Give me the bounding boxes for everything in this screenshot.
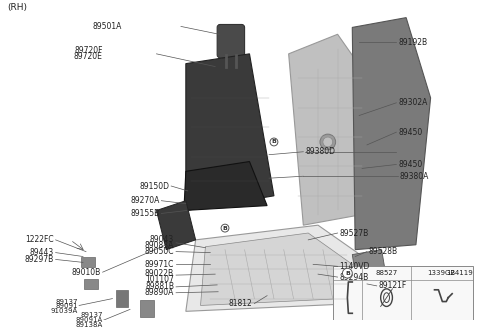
Text: 89720F: 89720F [74,46,103,55]
Text: B: B [223,226,228,231]
Text: 89137: 89137 [80,312,103,318]
Polygon shape [156,201,196,250]
Text: 89450: 89450 [398,128,422,137]
Text: 89380D: 89380D [305,147,336,156]
Text: 89022B: 89022B [145,269,174,278]
Text: 89043: 89043 [150,235,174,244]
Text: 89720E: 89720E [74,52,103,61]
Circle shape [323,137,333,147]
Text: 89091A: 89091A [75,317,103,323]
Text: 89091: 89091 [56,303,78,309]
Text: 91039A: 91039A [51,308,78,314]
Text: 89971C: 89971C [144,260,174,269]
Polygon shape [84,279,98,289]
Text: 89890A: 89890A [144,288,174,297]
Text: 89137: 89137 [56,299,78,304]
Text: 89528B: 89528B [369,247,398,256]
Circle shape [270,138,278,146]
Text: 1222FC: 1222FC [25,235,54,244]
Text: 89881B: 89881B [145,282,174,291]
Polygon shape [201,233,352,305]
Text: 88527: 88527 [375,270,397,276]
Polygon shape [352,18,431,250]
Polygon shape [362,284,396,313]
Text: B: B [272,139,276,145]
Circle shape [343,268,352,278]
Text: 89450: 89450 [398,160,422,169]
Text: 1339GB: 1339GB [427,270,456,276]
Text: 81812: 81812 [228,299,252,308]
Polygon shape [186,225,367,311]
Text: 89155B: 89155B [130,209,159,218]
Circle shape [221,224,229,232]
Text: B: B [345,271,350,276]
Text: 89010B: 89010B [72,268,101,277]
Text: 89138A: 89138A [75,322,103,327]
Text: 89050C: 89050C [144,247,174,256]
Text: 89297B: 89297B [24,255,54,264]
Text: 101107: 101107 [145,275,174,284]
Polygon shape [81,257,95,267]
Text: 1140VD: 1140VD [339,262,370,271]
Text: 89302A: 89302A [398,98,428,107]
Text: 89192B: 89192B [398,38,427,47]
Text: 89150D: 89150D [139,181,169,191]
Text: (RH): (RH) [8,3,28,12]
Text: 89380A: 89380A [399,172,429,181]
Polygon shape [140,300,154,317]
Text: 89294B: 89294B [339,273,369,282]
Text: 89501A: 89501A [93,22,122,31]
Polygon shape [352,250,386,286]
Polygon shape [184,162,267,211]
FancyBboxPatch shape [217,25,245,58]
Polygon shape [186,54,274,211]
Text: 89270A: 89270A [130,196,159,205]
Text: 89527B: 89527B [339,229,369,237]
Bar [333,266,473,320]
Text: 124119: 124119 [446,270,473,276]
Polygon shape [288,34,372,225]
Text: 89083A: 89083A [144,241,174,250]
Text: 89443: 89443 [29,248,54,257]
Text: 89121F: 89121F [379,281,407,290]
Circle shape [320,134,336,150]
Polygon shape [116,290,128,307]
